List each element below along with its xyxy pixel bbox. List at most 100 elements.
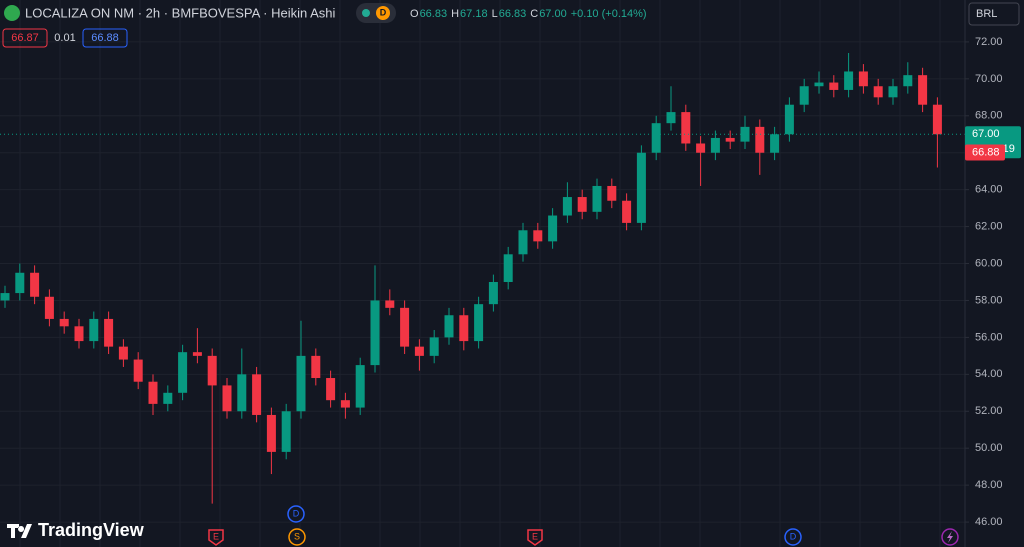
- delay-badge: [376, 6, 390, 20]
- candle-body: [326, 378, 336, 401]
- ask-box[interactable]: [82, 28, 128, 48]
- event-marker[interactable]: [287, 505, 305, 523]
- candle-body: [459, 315, 469, 342]
- candle-body: [148, 381, 158, 404]
- delay-badge-text: D: [380, 7, 387, 17]
- ohlc-value: 66.83: [420, 8, 448, 20]
- event-label: S: [294, 531, 300, 541]
- candle-body: [385, 300, 395, 308]
- event-marker[interactable]: [288, 528, 306, 546]
- event-label: D: [293, 508, 300, 518]
- ask-price-box: [965, 144, 1005, 161]
- candle-body: [577, 197, 587, 212]
- y-tick-label: 62.00: [975, 220, 1003, 232]
- change: +0.10 (+0.14%): [571, 8, 647, 20]
- candle-body: [44, 296, 54, 319]
- candle-body: [710, 137, 720, 153]
- candle-body: [814, 82, 824, 87]
- candle-body: [858, 71, 868, 87]
- candle-body: [444, 315, 454, 338]
- ohlc-label: L: [492, 8, 498, 20]
- y-tick-label: 50.00: [975, 442, 1003, 454]
- ask: 66.88: [91, 32, 119, 44]
- event-marker[interactable]: [941, 528, 959, 546]
- y-tick-label: 54.00: [975, 368, 1003, 380]
- bid-box[interactable]: [2, 28, 48, 48]
- logo[interactable]: TradingView: [38, 520, 145, 540]
- market-status: [362, 9, 370, 17]
- candle-body: [651, 123, 661, 153]
- candle-body: [799, 86, 809, 105]
- y-tick-label: 58.00: [975, 294, 1003, 306]
- candle-body: [133, 359, 143, 382]
- event-label: D: [790, 531, 797, 541]
- logo-mark: [7, 524, 32, 538]
- candle-body: [266, 414, 276, 452]
- symbol-title[interactable]: LOCALIZA ON NM · 2h · BMFBOVESPA · Heiki…: [25, 5, 336, 20]
- event-marker[interactable]: [208, 529, 224, 546]
- candle-body: [562, 197, 572, 216]
- candle-body: [518, 230, 528, 255]
- candle-body: [888, 86, 898, 98]
- candle-body: [696, 143, 706, 153]
- y-tick-label: 70.00: [975, 73, 1003, 85]
- candle-body: [607, 185, 617, 201]
- candle-body: [104, 318, 114, 347]
- candle-body: [474, 304, 484, 342]
- vertical-grid: [0, 0, 965, 547]
- event-label: E: [532, 531, 538, 541]
- y-tick-label: 60.00: [975, 257, 1003, 269]
- candle-body: [74, 326, 84, 342]
- candle-body: [340, 400, 350, 408]
- last-price: 67.00: [972, 128, 1000, 140]
- candle-body: [829, 82, 839, 90]
- ohlc-value: 67.18: [460, 8, 488, 20]
- candle-body: [681, 112, 691, 144]
- candle-body: [755, 126, 765, 153]
- y-tick-label: 46.00: [975, 516, 1003, 528]
- candle-body: [237, 374, 247, 412]
- candle-body: [932, 104, 942, 135]
- candle-body: [784, 104, 794, 135]
- y-tick-label: 68.00: [975, 110, 1003, 122]
- event-marker[interactable]: [784, 528, 802, 546]
- ohlc-value: 66.83: [499, 8, 527, 20]
- symbol-icon: [4, 5, 20, 21]
- candle-body: [666, 112, 676, 124]
- ask-price: 66.88: [972, 146, 1000, 158]
- candle-body: [89, 318, 99, 342]
- candle-body: [636, 152, 646, 223]
- candle-body: [355, 365, 365, 408]
- y-tick-label: 64.00: [975, 184, 1003, 196]
- candle-body: [548, 215, 558, 242]
- y-tick-label: 48.00: [975, 479, 1003, 491]
- candle-body: [192, 352, 202, 356]
- candle-body: [207, 355, 217, 386]
- candle-body: [725, 137, 735, 142]
- candle-body: [844, 71, 854, 90]
- candle-body: [118, 346, 128, 360]
- candle-body: [873, 86, 883, 98]
- candle-body: [281, 411, 291, 452]
- currency: BRL: [976, 8, 997, 20]
- ohlc-value: 67.00: [539, 8, 567, 20]
- candle-body: [178, 352, 188, 393]
- y-tick-label: 72.00: [975, 36, 1003, 48]
- candle-body: [59, 318, 69, 327]
- candle-body: [429, 337, 439, 356]
- event-marker[interactable]: [527, 529, 543, 546]
- candle-body: [400, 307, 410, 347]
- event-label: E: [213, 531, 219, 541]
- candle-body: [503, 254, 513, 282]
- candle-body: [311, 355, 321, 379]
- currency-button[interactable]: [968, 2, 1020, 26]
- y-tick-label: 56.00: [975, 331, 1003, 343]
- candle-body: [533, 230, 543, 242]
- candle-body: [903, 75, 913, 87]
- candle-body: [222, 385, 232, 412]
- candle-body: [918, 75, 928, 105]
- candle-body: [0, 293, 10, 301]
- candle-body: [622, 200, 632, 223]
